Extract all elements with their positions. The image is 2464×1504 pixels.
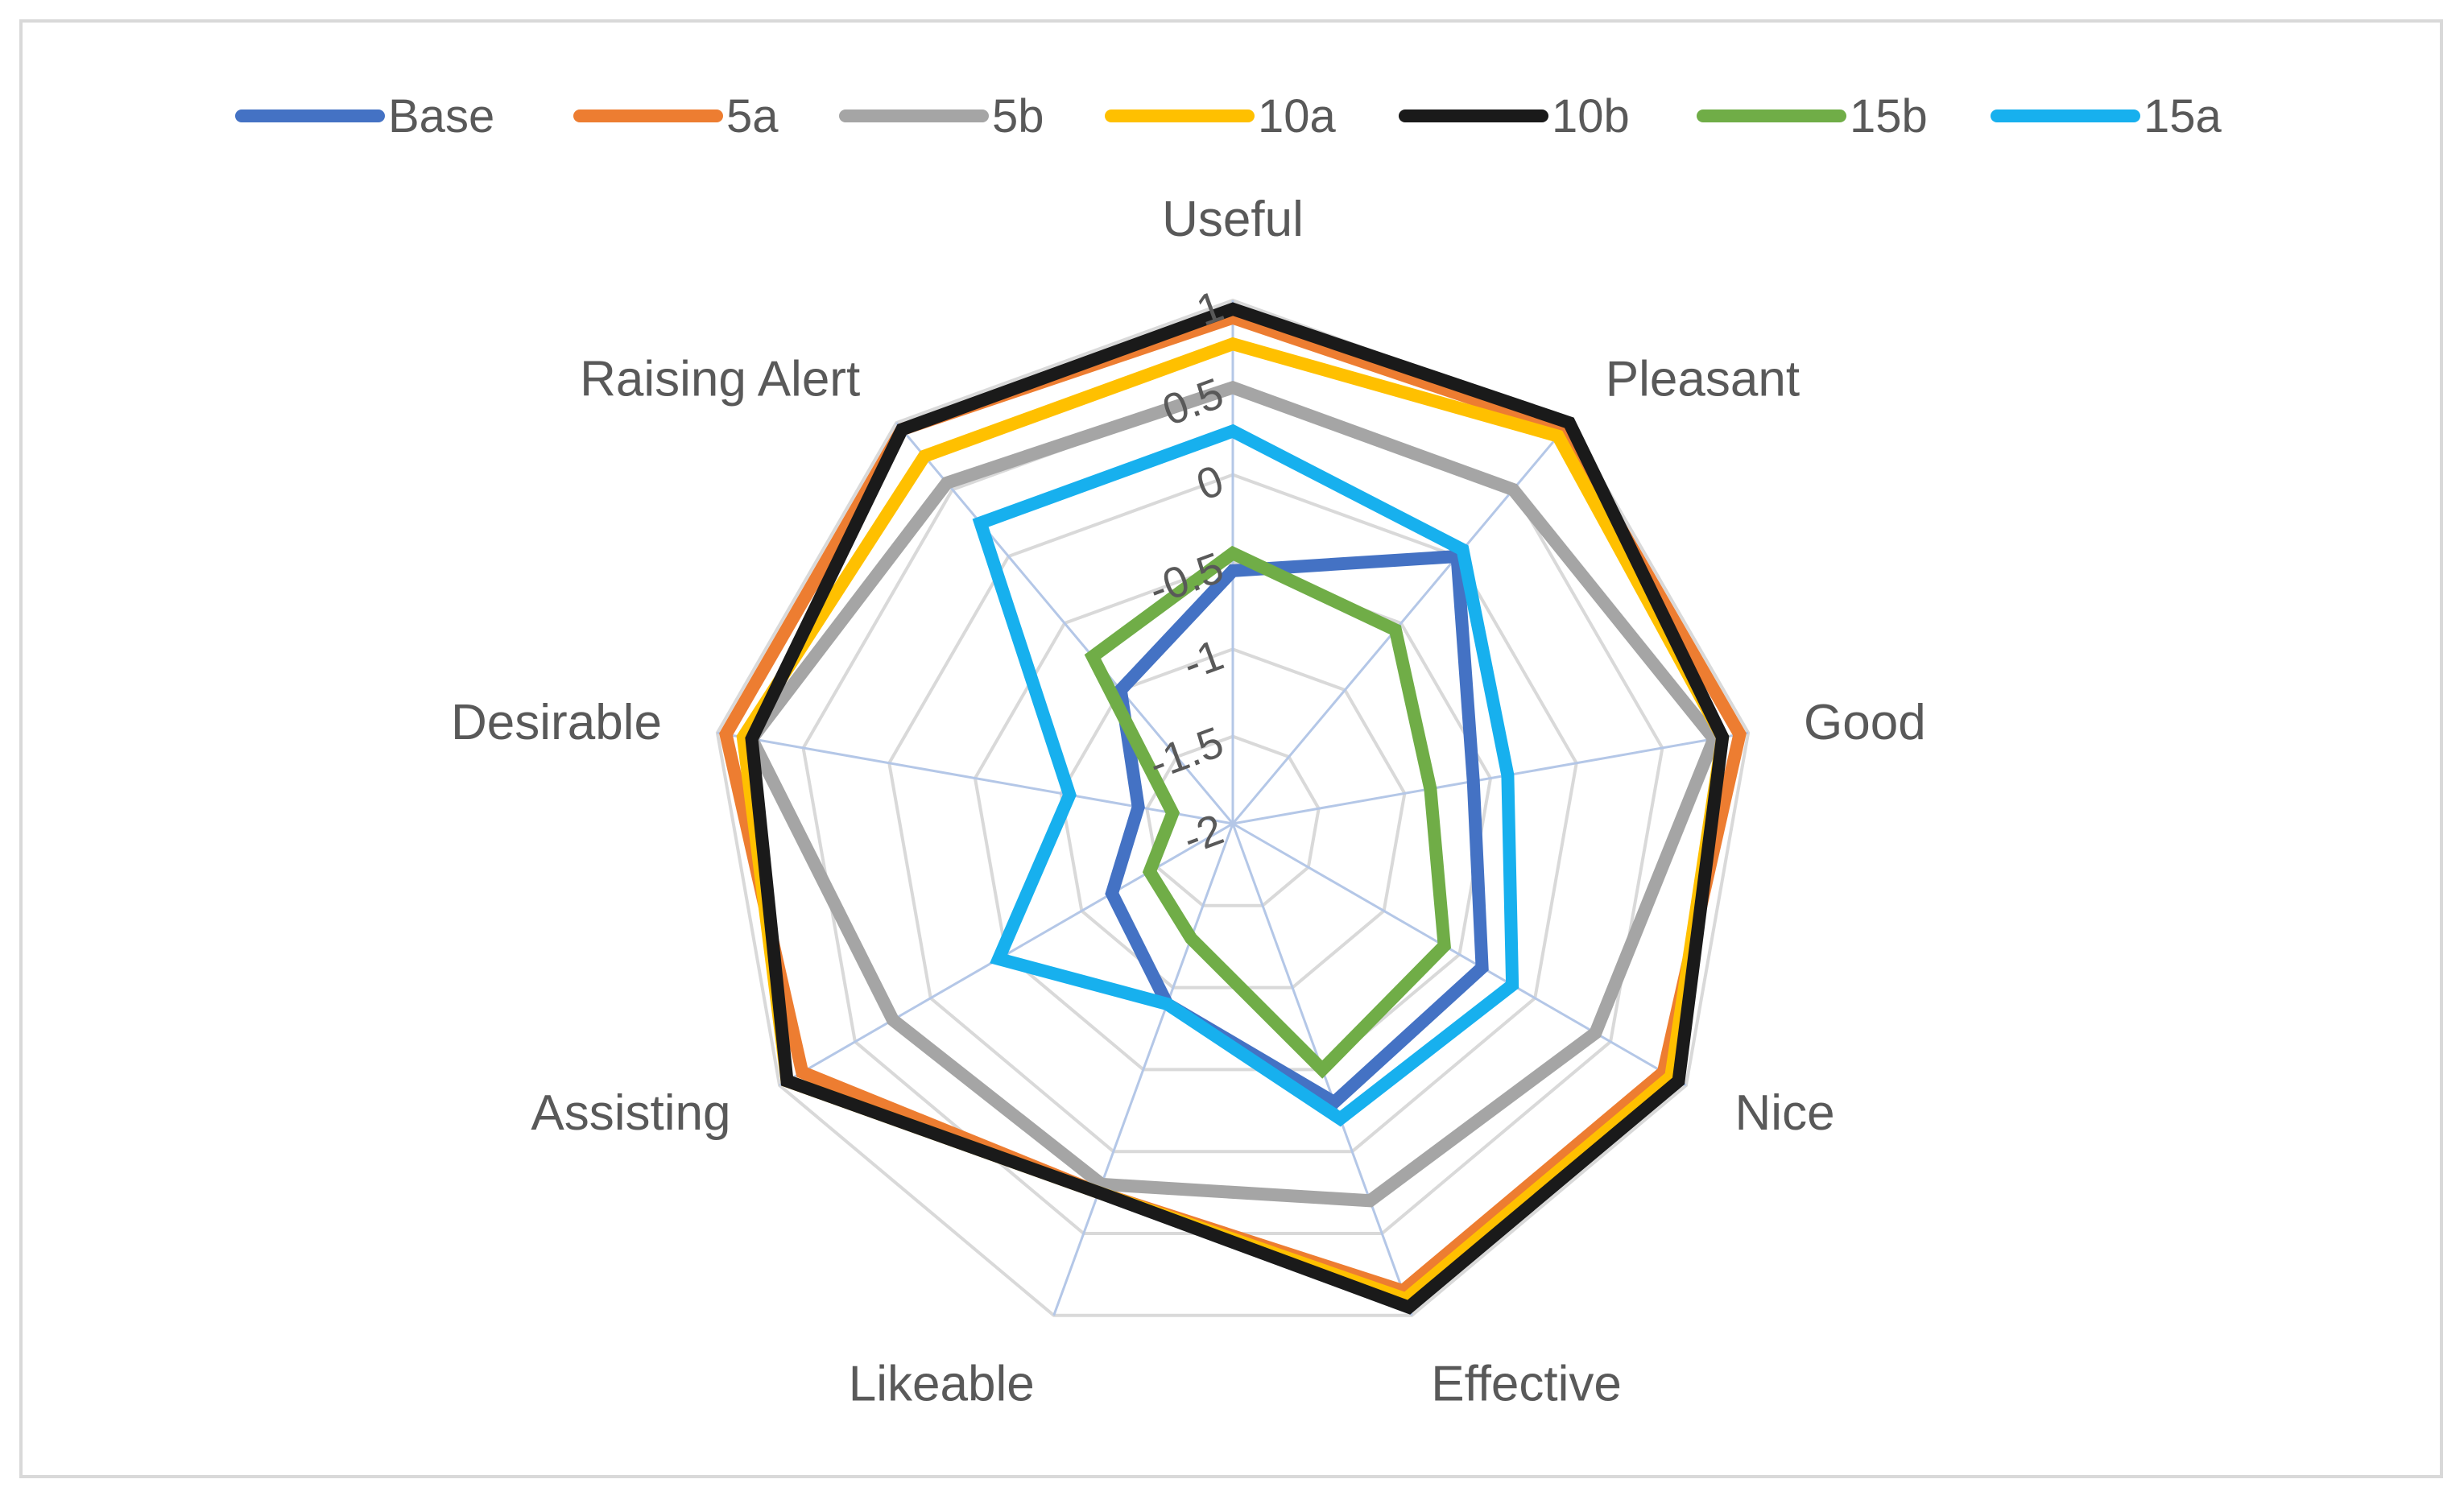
tick-label-1-5: -1.5 (1143, 718, 1230, 789)
legend-label-15a: 15a (2144, 90, 2222, 143)
legend: Base 5a 5b 10a 10b 15b 15a (235, 90, 2222, 143)
axis-label-assisting: Assisting (531, 1085, 730, 1141)
spoke-good (1232, 731, 1749, 825)
radar-grid (715, 298, 1751, 1317)
grid-ring-0-5 (973, 560, 1493, 1072)
legend-label-15b: 15b (1850, 90, 1928, 143)
series-15b (1084, 545, 1451, 1079)
axis-label-nice: Nice (1735, 1085, 1835, 1141)
legend-label-5a: 5a (726, 90, 779, 143)
tick-label-0-5: -0.5 (1143, 543, 1230, 614)
tick-label-0-5: 0.5 (1156, 369, 1230, 435)
series-15a (972, 424, 1519, 1127)
legend-label-10a: 10a (1258, 90, 1337, 143)
tick-label-0: 0 (1190, 457, 1230, 510)
axis-label-good: Good (1804, 695, 1926, 750)
grid-ring-1 (715, 298, 1751, 1317)
grid-ring-0 (887, 473, 1578, 1154)
axis-label-likeable: Likeable (849, 1357, 1035, 1412)
spoke-nice (1232, 822, 1687, 1087)
axis-label-useful: Useful (1162, 192, 1304, 247)
axis-label-raising-alert: Raising Alert (580, 351, 860, 407)
axis-label-effective: Effective (1431, 1357, 1622, 1412)
axis-label-desirable: Desirable (451, 695, 662, 750)
spoke-raising-alert (895, 422, 1234, 824)
spoke-desirable (717, 731, 1234, 825)
legend-label-5b: 5b (992, 90, 1044, 143)
series-10b (745, 302, 1730, 1315)
legend-label-base: Base (388, 90, 494, 143)
spoke-pleasant (1231, 422, 1570, 824)
spoke-likeable (1052, 823, 1234, 1316)
series-5b (744, 380, 1722, 1208)
axis-label-pleasant: Pleasant (1606, 351, 1800, 407)
tick-label-1: -1 (1176, 630, 1230, 689)
legend-label-10b: 10b (1552, 90, 1630, 143)
